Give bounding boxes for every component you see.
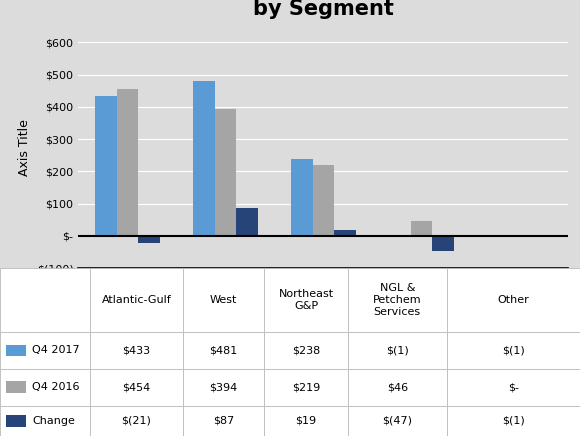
Bar [90,268,183,332]
Bar [447,268,580,332]
Y-axis label: Axis Title: Axis Title [18,119,31,176]
Bar [0,332,90,369]
Bar [291,159,313,236]
Bar [348,268,447,332]
Bar [183,332,264,369]
Bar [90,406,183,436]
Bar [6,344,26,356]
Text: Atlantic-Gulf: Atlantic-Gulf [102,295,171,305]
Bar [183,268,264,332]
Text: West: West [209,295,237,305]
Bar [348,369,447,406]
Bar [183,406,264,436]
Title: Williams Partners' Adjusted EBITDA
by Segment: Williams Partners' Adjusted EBITDA by Se… [114,0,533,19]
Text: $454: $454 [122,382,150,392]
Text: $(1): $(1) [386,345,409,355]
Text: Q4 2016: Q4 2016 [32,382,79,392]
Text: NGL &
Petchem
Services: NGL & Petchem Services [373,283,422,317]
Bar [432,236,454,251]
Text: $(47): $(47) [382,416,412,426]
Text: $394: $394 [209,382,237,392]
Text: $(1): $(1) [502,345,525,355]
Bar [193,81,215,236]
Bar [0,268,90,332]
Bar [334,230,356,236]
Text: $19: $19 [295,416,317,426]
Text: $219: $219 [292,382,320,392]
Text: Change: Change [32,416,75,426]
Bar [6,415,26,427]
Text: Q4 2017: Q4 2017 [32,345,79,355]
Text: $87: $87 [213,416,234,426]
Text: Northeast
G&P: Northeast G&P [278,289,333,311]
Bar [90,332,183,369]
Text: $(21): $(21) [121,416,151,426]
Text: $(1): $(1) [502,416,525,426]
Text: $481: $481 [209,345,237,355]
Bar [117,89,138,236]
Bar [264,268,348,332]
Bar [236,208,258,236]
Text: $238: $238 [292,345,320,355]
Bar [95,96,117,236]
Bar [264,369,348,406]
Bar [215,109,236,236]
Bar [183,369,264,406]
Bar [411,221,432,236]
Bar [6,382,26,393]
Bar [0,406,90,436]
Text: $46: $46 [387,382,408,392]
Bar [90,369,183,406]
Bar [138,236,160,243]
Text: $433: $433 [122,345,150,355]
Bar [264,332,348,369]
Bar [348,406,447,436]
Bar [0,369,90,406]
Bar [447,369,580,406]
Bar [348,332,447,369]
Text: Other: Other [498,295,529,305]
Bar [264,406,348,436]
Bar [447,406,580,436]
Text: $-: $- [508,382,519,392]
Bar [313,165,334,236]
Bar [447,332,580,369]
